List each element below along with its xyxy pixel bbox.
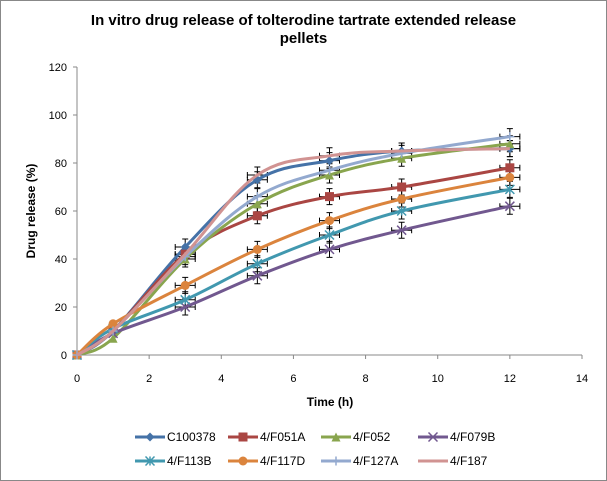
x-tick-label: 4: [218, 373, 224, 385]
data-point: [180, 242, 190, 252]
axes: 0 20 40 60 80 100 120 0 2 4 6 8 10 12 14: [49, 62, 588, 385]
y-tick-label: 20: [55, 302, 67, 314]
series-c100378: [72, 144, 515, 360]
series-4-f113b: [71, 184, 515, 361]
data-point: [504, 201, 515, 212]
data-point: [505, 163, 515, 173]
data-point: [252, 258, 263, 269]
data-point: [396, 225, 407, 236]
legend-item: C100378: [135, 430, 216, 444]
data-point: [324, 229, 335, 241]
x-tick-label: 12: [504, 373, 516, 385]
x-tick-label: 6: [290, 373, 296, 385]
legend-label: C100378: [167, 430, 216, 444]
legend-label: 4/F187: [450, 454, 488, 468]
data-point: [504, 184, 515, 195]
data-point: [397, 182, 407, 192]
legend: C100378 4/F051A 4/F052 4/F079B 4/F113B 4/F117…: [135, 430, 495, 468]
data-point: [396, 205, 407, 217]
y-axis-title: Drug release (%): [24, 164, 38, 259]
legend-item: 4/F079B: [418, 430, 495, 444]
legend-label: 4/F113B: [167, 454, 211, 468]
legend-item: 4/F117D: [228, 454, 305, 468]
data-point: [252, 244, 262, 254]
data-point: [324, 244, 335, 255]
legend-marker: [427, 431, 439, 443]
legend-label: 4/F127A: [353, 454, 398, 468]
x-tick-label: 10: [432, 373, 444, 385]
data-point: [252, 211, 262, 221]
y-tick-label: 120: [49, 62, 67, 74]
series-4-f117d: [72, 172, 515, 360]
x-tick-label: 2: [146, 373, 152, 385]
data-point: [108, 319, 118, 329]
series-4-f079b: [71, 201, 515, 361]
legend-marker: [331, 432, 341, 442]
legend-item: 4/F052: [321, 430, 391, 444]
legend-label: 4/F051A: [260, 430, 305, 444]
data-point: [325, 165, 334, 175]
data-point: [325, 192, 334, 202]
data-point: [252, 270, 263, 281]
series-4-f187: [76, 147, 510, 357]
data-point: [505, 132, 515, 142]
data-point: [325, 156, 334, 166]
chart-title-line-1: In vitro drug release of tolterodine tar…: [90, 12, 517, 29]
legend-label: 4/F117D: [260, 454, 305, 468]
legend-marker: [144, 455, 156, 467]
series-line: [76, 147, 510, 357]
series-line: [76, 187, 511, 357]
legend-item: 4/F187: [418, 454, 488, 468]
x-tick-label: 0: [74, 373, 80, 385]
x-tick-label: 8: [363, 373, 369, 385]
data-point: [325, 170, 334, 180]
series-line: [76, 204, 511, 357]
legend-marker: [331, 456, 341, 466]
y-tick-label: 40: [55, 254, 67, 266]
x-axis-title: Time (h): [307, 395, 353, 409]
data-point: [252, 199, 262, 209]
data-point: [505, 139, 515, 149]
data-point: [505, 172, 515, 182]
data-point: [397, 194, 407, 204]
chart-title: In vitro drug release of tolterodine tar…: [0, 12, 607, 48]
legend-item: 4/F051A: [228, 430, 305, 444]
data-point: [325, 216, 334, 226]
data-point: [397, 153, 407, 163]
legend-label: 4/F079B: [450, 430, 495, 444]
data-point: [252, 192, 262, 202]
legend-marker: [145, 432, 155, 442]
legend-item: 4/F127A: [321, 454, 398, 468]
data-point: [180, 294, 191, 305]
data-point: [180, 301, 191, 313]
y-tick-label: 100: [49, 110, 67, 122]
series-layer: [71, 128, 521, 361]
legend-marker: [238, 432, 248, 442]
x-tick-label: 14: [576, 373, 588, 385]
y-tick-label: 80: [55, 158, 67, 170]
y-tick-label: 0: [61, 350, 67, 362]
data-point: [180, 280, 190, 290]
legend-marker: [238, 456, 248, 466]
y-tick-label: 60: [55, 206, 67, 218]
legend-item: 4/F113B: [135, 454, 211, 468]
legend-label: 4/F052: [353, 430, 391, 444]
data-point: [108, 333, 118, 343]
chart-title-line-2: pellets: [279, 30, 328, 47]
